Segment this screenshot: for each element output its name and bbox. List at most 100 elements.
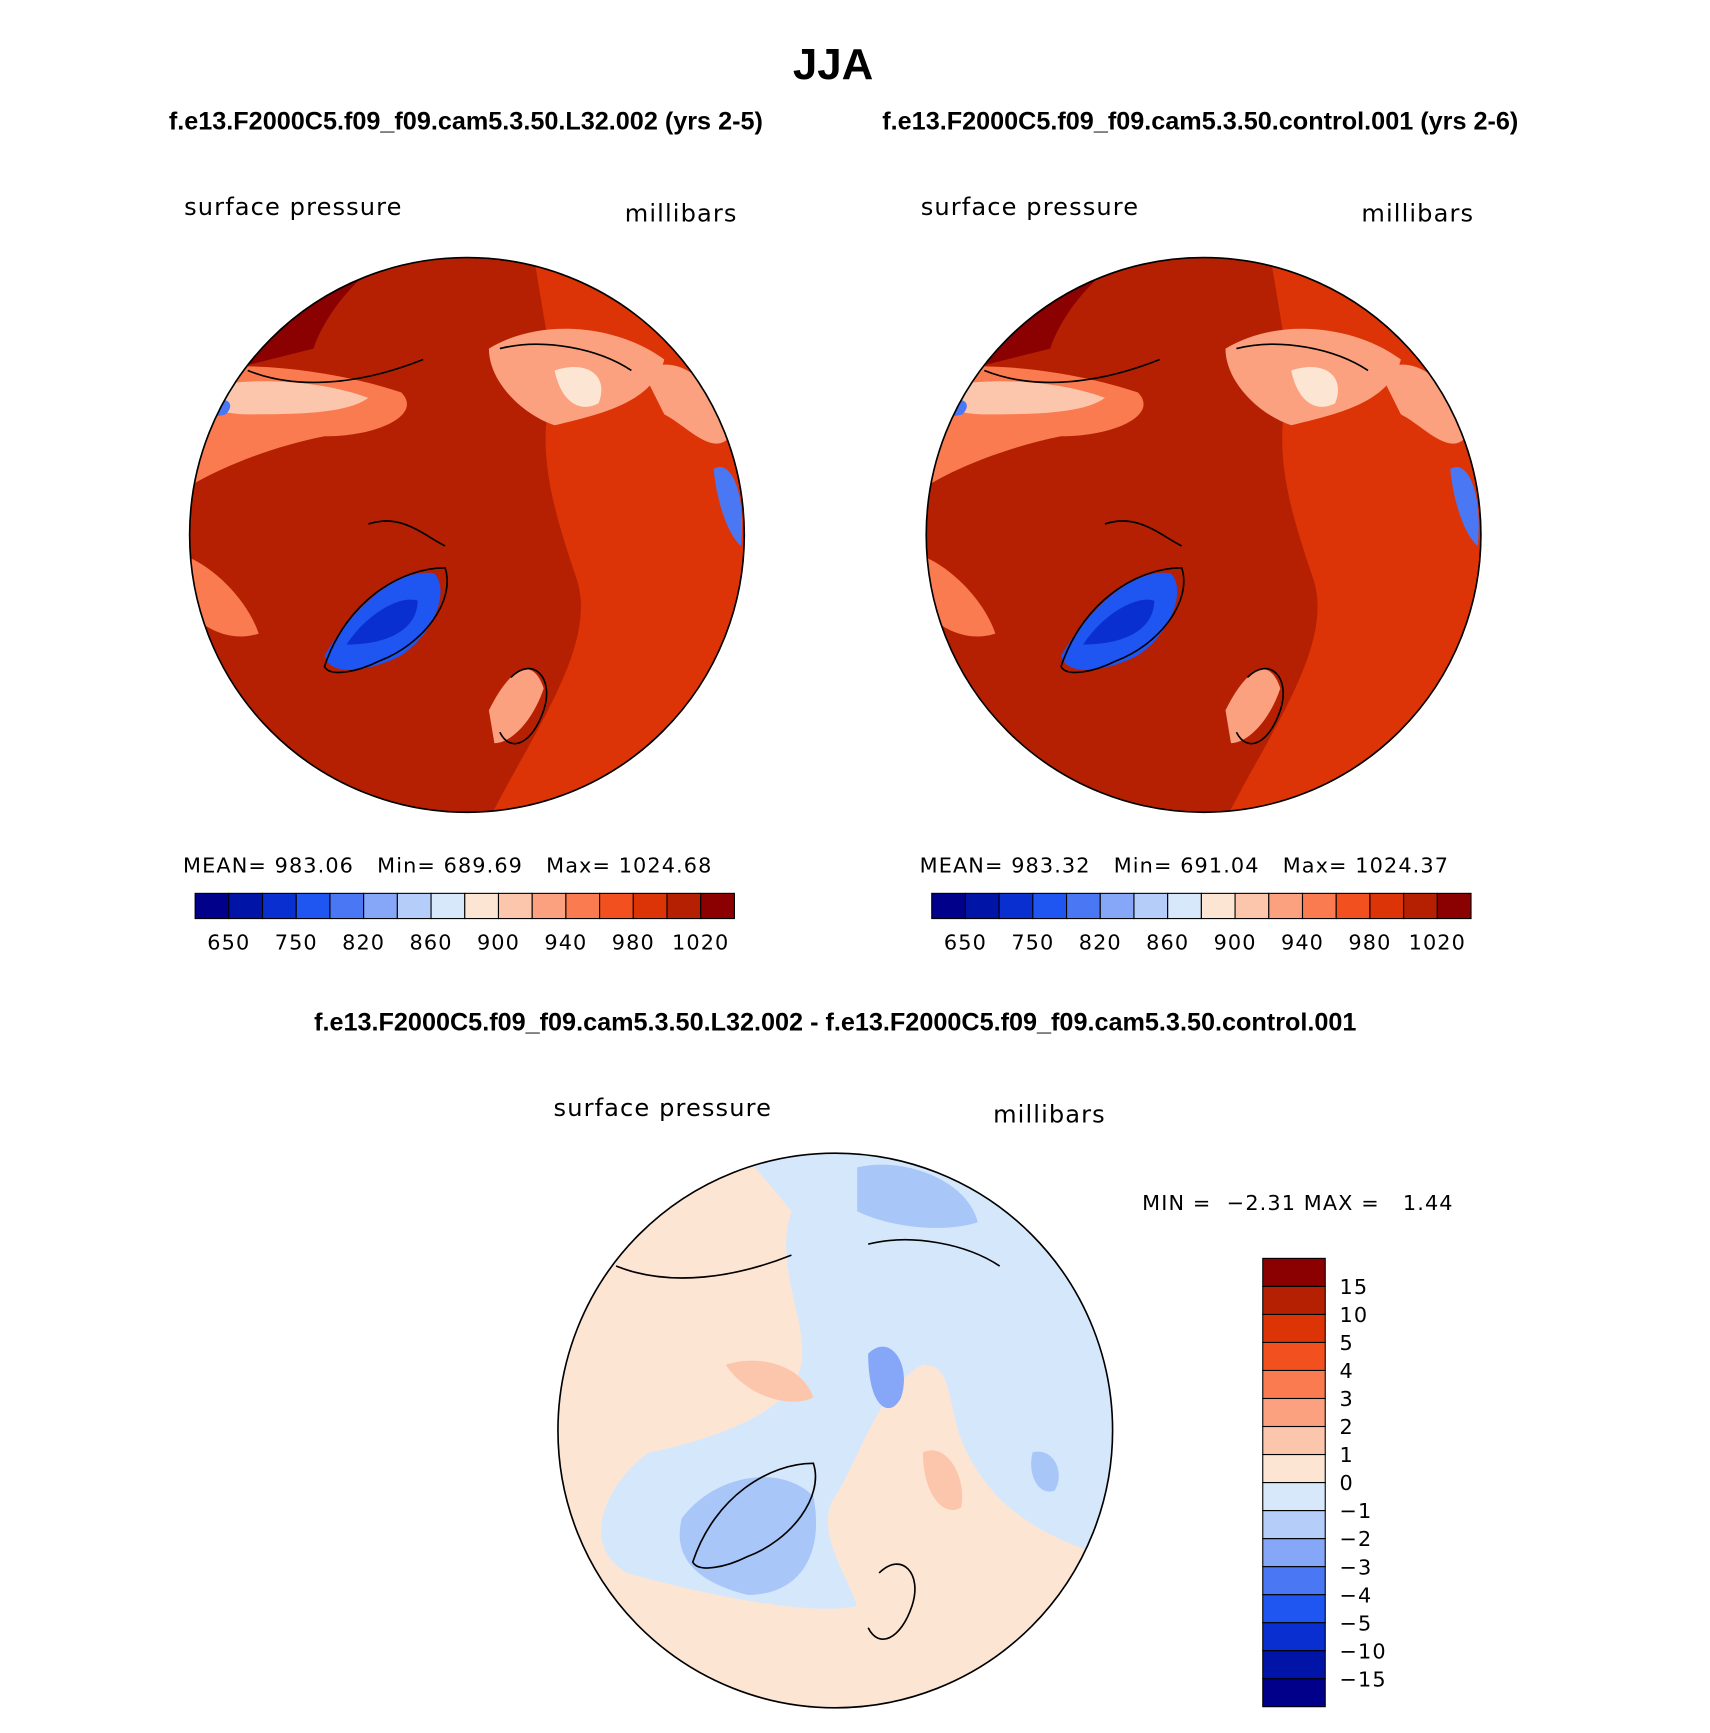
colorbar-box (1262, 1481, 1326, 1512)
colorbar-label: 940 (1281, 930, 1324, 954)
colorbar-box (1262, 1369, 1326, 1400)
colorbar-box (363, 892, 398, 920)
colorbar-label: 900 (477, 930, 520, 954)
colorbar-box (1369, 892, 1405, 920)
colorbar-label: 15 (1339, 1275, 1368, 1299)
colorbar-label: 900 (1214, 930, 1257, 954)
panel: f.e13.F2000C5.f09_f09.cam5.3.50.control.… (882, 107, 1518, 877)
colorbar-label: 2 (1339, 1415, 1353, 1439)
main-title: JJA (793, 40, 873, 89)
colorbar-box (497, 892, 533, 920)
units-label: millibars (993, 1100, 1106, 1128)
colorbar-box (1335, 892, 1371, 920)
colorbar-box (632, 892, 668, 920)
colorbar-label: 750 (1011, 930, 1054, 954)
colorbar-box (1436, 892, 1472, 920)
colorbar-label: 1 (1339, 1443, 1353, 1467)
colorbar-box (531, 892, 567, 920)
colorbar-box (1262, 1313, 1326, 1343)
colorbar-label: 5 (1339, 1331, 1353, 1355)
colorbar-box (565, 892, 601, 920)
colorbar-box (964, 892, 1000, 920)
panel: f.e13.F2000C5.f09_f09.cam5.3.50.L32.002 … (314, 1008, 1453, 1709)
colorbar-label: 650 (944, 930, 987, 954)
colorbar-box (1262, 1538, 1326, 1568)
colorbar-box (1268, 892, 1304, 920)
panel-title: f.e13.F2000C5.f09_f09.cam5.3.50.L32.002 … (169, 107, 763, 135)
colorbar-box (1262, 1397, 1326, 1428)
variable-label: surface pressure (554, 1094, 772, 1122)
colorbar-box (1099, 892, 1135, 920)
polar-map (182, 250, 752, 820)
colorbar-box (931, 892, 966, 920)
colorbar-box (1262, 1510, 1326, 1540)
units-label: millibars (1361, 199, 1474, 227)
polar-map (557, 1152, 1114, 1709)
colorbar-label: −2 (1339, 1527, 1372, 1551)
colorbar-label: −10 (1339, 1639, 1386, 1663)
colorbar-label: −1 (1339, 1499, 1372, 1523)
colorbar-box (194, 892, 230, 920)
stats-label: MEAN= 983.06 Min= 689.69 Max= 1024.68 (183, 854, 712, 878)
colorbar-box (599, 892, 634, 920)
colorbar-box (329, 892, 365, 920)
colorbar-label: 0 (1339, 1471, 1353, 1495)
colorbar-box (1262, 1341, 1326, 1371)
colorbar-label: 1020 (1409, 930, 1466, 954)
colorbar-box (295, 892, 331, 920)
colorbar-box (700, 892, 735, 920)
units-label: millibars (625, 199, 738, 227)
colorbars: 650 750 820 860 900 940 980 1020 650 750 820 860 900… (194, 892, 1472, 1708)
colorbar-box (1234, 892, 1270, 920)
colorbar-box (1403, 892, 1438, 920)
panel-title: f.e13.F2000C5.f09_f09.cam5.3.50.control.… (882, 107, 1518, 135)
colorbar-label: 940 (544, 930, 587, 954)
colorbar-box (228, 892, 264, 920)
colorbar-box (430, 892, 466, 920)
colorbar-label: 860 (410, 930, 453, 954)
colorbar-box (1262, 1285, 1326, 1315)
colorbar-box (1167, 892, 1202, 920)
colorbar-label: −15 (1339, 1667, 1386, 1691)
colorbar-label: 10 (1339, 1303, 1368, 1327)
colorbar-box (1262, 1650, 1326, 1680)
colorbar-box (1262, 1257, 1326, 1287)
colorbar-label: 820 (342, 930, 385, 954)
colorbar-label: 650 (207, 930, 250, 954)
colorbar-box (464, 892, 500, 920)
stats-label: MEAN= 983.32 Min= 691.04 Max= 1024.37 (920, 854, 1449, 878)
colorbar-box (261, 892, 297, 920)
variable-label: surface pressure (921, 193, 1139, 221)
colorbar-box (1262, 1678, 1326, 1708)
colorbar-label: 980 (612, 930, 655, 954)
colorbar-label: −5 (1339, 1611, 1372, 1635)
polar-map (919, 250, 1489, 820)
colorbar-box (1262, 1594, 1326, 1624)
colorbar-label: 820 (1079, 930, 1122, 954)
colorbar-box (1032, 892, 1068, 920)
colorbar-label: 4 (1339, 1359, 1353, 1383)
colorbar-label: 980 (1348, 930, 1391, 954)
colorbar-box (1262, 1453, 1326, 1484)
colorbar-label: 750 (275, 930, 318, 954)
panel: f.e13.F2000C5.f09_f09.cam5.3.50.L32.002 … (169, 107, 763, 877)
stats-label: MIN = −2.31 MAX = 1.44 (1142, 1191, 1453, 1215)
colorbar-label: 3 (1339, 1387, 1353, 1411)
variable-label: surface pressure (184, 193, 402, 221)
colorbar-box (998, 892, 1034, 920)
colorbar-box (1301, 892, 1337, 920)
colorbar-label: 1020 (672, 930, 729, 954)
colorbar-box (1066, 892, 1101, 920)
colorbar-box (1262, 1425, 1326, 1456)
colorbar-label: 860 (1146, 930, 1189, 954)
colorbar-label: −3 (1339, 1555, 1372, 1579)
colorbar-box (666, 892, 702, 920)
colorbar-box (1262, 1622, 1326, 1652)
colorbar-box (396, 892, 432, 920)
colorbar-box (1262, 1566, 1326, 1596)
panel-title: f.e13.F2000C5.f09_f09.cam5.3.50.L32.002 … (314, 1008, 1356, 1036)
colorbar-box (1200, 892, 1236, 920)
colorbar-label: −4 (1339, 1583, 1372, 1607)
